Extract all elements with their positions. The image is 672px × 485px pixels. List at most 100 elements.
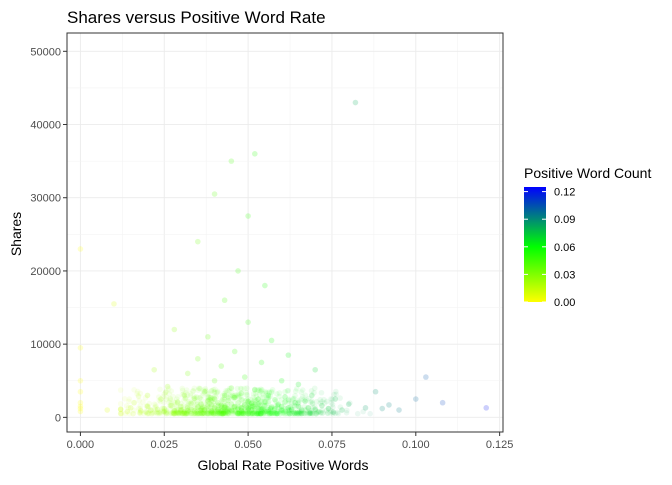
data-point	[250, 394, 257, 401]
data-point	[199, 410, 205, 416]
data-point	[293, 409, 299, 416]
data-point	[245, 213, 251, 219]
data-point	[182, 410, 189, 417]
data-point	[218, 404, 225, 410]
data-point	[199, 410, 205, 417]
data-point	[137, 407, 144, 414]
data-point	[234, 409, 241, 416]
data-point	[211, 389, 218, 395]
data-point	[301, 397, 307, 403]
data-point	[169, 410, 175, 417]
data-point	[183, 410, 190, 417]
data-point	[276, 390, 283, 396]
data-point	[221, 394, 228, 401]
data-point	[305, 405, 312, 411]
color-legend: Positive Word Count 0.00 0.03 0.06 0.09 0.12	[524, 165, 651, 309]
data-point	[255, 410, 261, 416]
data-point	[259, 405, 266, 412]
data-point	[278, 397, 285, 403]
data-point	[319, 398, 325, 405]
data-point	[288, 407, 295, 414]
data-point	[204, 409, 211, 415]
data-point	[193, 409, 200, 415]
data-point	[123, 403, 130, 409]
data-point	[244, 392, 251, 398]
data-point	[240, 410, 246, 417]
data-point	[309, 392, 315, 399]
data-point	[198, 409, 204, 416]
data-point	[190, 400, 197, 406]
data-point	[217, 410, 224, 417]
data-point	[211, 191, 218, 197]
data-point	[309, 399, 316, 406]
data-point	[224, 409, 231, 416]
data-point	[247, 396, 254, 403]
data-point	[144, 403, 151, 409]
data-point	[242, 410, 248, 417]
data-point	[204, 401, 211, 408]
data-point	[339, 407, 345, 413]
data-point	[253, 410, 260, 417]
data-point	[249, 400, 256, 406]
data-point	[265, 407, 272, 413]
data-point	[215, 402, 222, 409]
data-point	[152, 402, 159, 408]
data-point	[215, 399, 221, 406]
data-point	[229, 407, 235, 414]
data-point	[256, 391, 263, 398]
data-point	[144, 410, 151, 417]
data-point	[193, 409, 199, 415]
data-point	[223, 387, 229, 394]
data-point	[141, 410, 147, 417]
data-point	[185, 408, 191, 414]
data-point	[245, 404, 252, 411]
data-point	[288, 406, 295, 413]
data-point	[265, 408, 271, 415]
data-point	[199, 406, 206, 412]
data-point	[292, 399, 298, 406]
data-point	[269, 410, 276, 417]
data-point	[191, 410, 197, 417]
data-point	[289, 410, 295, 417]
data-point	[255, 387, 262, 393]
data-point	[209, 409, 216, 416]
data-point	[77, 403, 84, 410]
data-point	[256, 387, 263, 394]
data-point	[165, 386, 172, 392]
data-point	[324, 410, 331, 416]
plot-border	[66, 32, 504, 433]
data-point	[328, 396, 334, 402]
data-point	[117, 410, 124, 417]
data-point	[386, 402, 392, 408]
data-point	[246, 401, 253, 408]
data-point	[367, 410, 373, 417]
data-point	[201, 406, 207, 413]
data-point	[198, 405, 204, 412]
data-point	[330, 409, 337, 415]
data-point	[170, 393, 176, 400]
data-point	[199, 392, 206, 399]
data-point	[312, 410, 319, 417]
data-point	[191, 407, 198, 414]
data-point	[281, 410, 288, 417]
data-point	[185, 410, 192, 416]
data-point	[205, 410, 211, 417]
data-point	[218, 402, 225, 409]
data-point	[183, 410, 189, 417]
data-point	[179, 387, 186, 394]
data-point	[285, 396, 292, 403]
data-point	[197, 386, 203, 392]
data-point	[217, 403, 223, 410]
data-point	[254, 410, 260, 417]
data-point	[263, 394, 270, 401]
data-point	[289, 410, 296, 417]
data-point	[214, 410, 221, 417]
data-point	[195, 238, 201, 245]
data-point	[191, 395, 198, 402]
data-point	[240, 410, 247, 417]
data-point	[208, 398, 215, 404]
data-point	[164, 410, 171, 417]
data-point	[208, 410, 215, 416]
data-point	[251, 410, 257, 417]
data-point	[130, 410, 137, 417]
